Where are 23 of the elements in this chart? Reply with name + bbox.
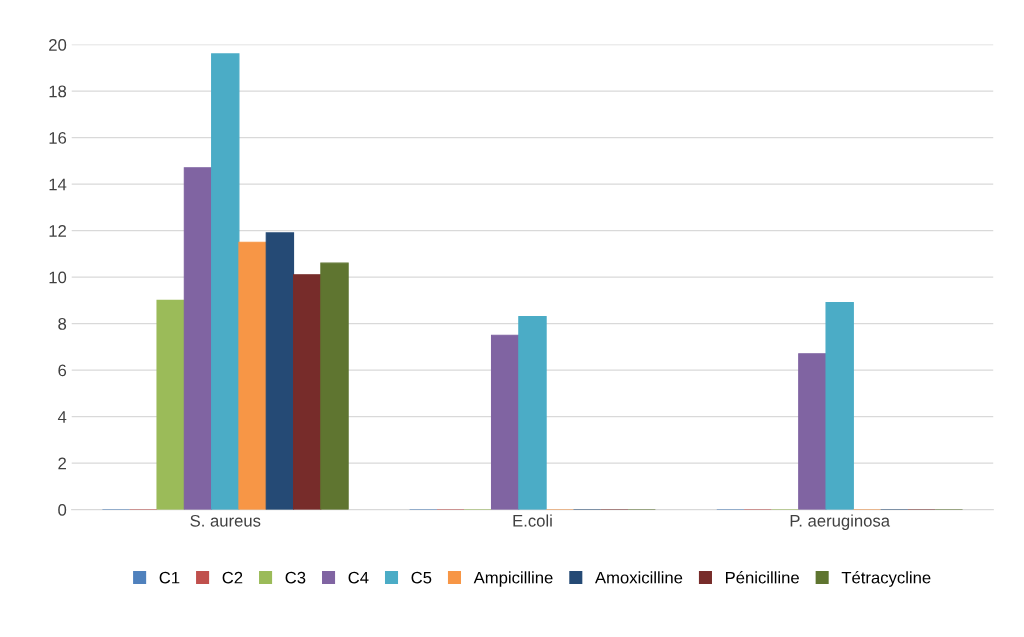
legend-label: C3 — [285, 571, 306, 584]
y-tick-label: 16 — [49, 131, 67, 144]
y-tick-label: 20 — [49, 38, 67, 51]
y-tick-label: 6 — [58, 364, 67, 377]
y-tick-label: 12 — [49, 225, 66, 237]
legend-label: C5 — [411, 571, 432, 584]
legend-label: C4 — [348, 571, 369, 584]
y-tick-label: 2 — [58, 457, 66, 470]
y-tick-label: 0 — [58, 504, 67, 516]
legend-label: Ampicilline — [473, 571, 553, 587]
y-tick-label: 18 — [49, 85, 67, 98]
y-tick-label: 4 — [57, 411, 67, 423]
y-tick-label: 10 — [49, 271, 67, 284]
legend-label: Pénicilline — [725, 571, 799, 584]
legend-label: Amoxicilline — [595, 571, 683, 584]
legend-label: C1 — [159, 571, 180, 584]
legend-label: C2 — [222, 571, 243, 584]
legend-label: Tétracycline — [841, 571, 931, 587]
y-tick-label: 14 — [49, 178, 67, 191]
x-tick-label: E.coli — [513, 514, 552, 527]
x-tick-label: S. aureus — [190, 514, 261, 527]
y-tick-label: 8 — [58, 318, 67, 330]
x-tick-label: P. aeruginosa — [790, 514, 891, 530]
